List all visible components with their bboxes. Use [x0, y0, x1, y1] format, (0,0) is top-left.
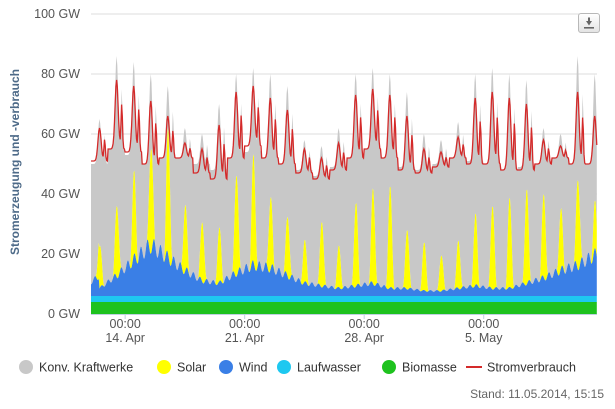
x-tick-time: 00:00 [229, 317, 260, 331]
timestamp-stand: Stand: 11.05.2014, 15:15 [470, 387, 604, 401]
download-icon [584, 17, 594, 29]
legend-item-konv-kraftwerke[interactable]: Konv. Kraftwerke [19, 360, 133, 375]
legend-item-stromverbrauch[interactable]: Stromverbrauch [466, 361, 576, 375]
legend-swatch [157, 360, 171, 374]
y-tick-label: 0 GW [48, 307, 80, 321]
legend-label: Wind [239, 361, 268, 375]
legend-item-solar[interactable]: Solar [157, 360, 206, 375]
legend-swatch [382, 360, 396, 374]
legend-item-wind[interactable]: Wind [219, 360, 268, 375]
x-tick-date: 28. Apr [344, 331, 384, 345]
legend-label: Konv. Kraftwerke [39, 361, 133, 375]
line-stromverbrauch [91, 79, 598, 181]
area-konv-kraftwerke [91, 56, 597, 292]
legend-swatch [219, 360, 233, 374]
area-wind [91, 239, 597, 296]
legend-swatch [19, 360, 33, 374]
y-tick-label: 60 GW [41, 127, 80, 141]
export-button[interactable] [578, 13, 600, 33]
area-laufwasser [91, 296, 597, 302]
x-tick-time: 00:00 [110, 317, 141, 331]
y-tick-label: 20 GW [41, 247, 80, 261]
x-tick-time: 00:00 [468, 317, 499, 331]
area-solar [91, 128, 597, 292]
area-biomasse [91, 302, 597, 314]
x-tick-time: 00:00 [349, 317, 380, 331]
plot-area [91, 56, 598, 314]
legend-label: Laufwasser [297, 361, 361, 375]
x-tick-date: 21. Apr [225, 331, 265, 345]
legend-swatch [277, 360, 291, 374]
legend-label: Stromverbrauch [487, 361, 576, 375]
legend-item-laufwasser[interactable]: Laufwasser [277, 360, 361, 375]
legend-label: Biomasse [402, 361, 457, 375]
legend-label: Solar [177, 361, 206, 375]
y-tick-label: 40 GW [41, 187, 80, 201]
y-axis-label: Stromerzeugung und -verbrauch [8, 69, 22, 255]
x-tick-date: 14. Apr [105, 331, 145, 345]
x-tick-date: 5. May [465, 331, 503, 345]
legend: Konv. Kraftwerke Solar Wind Laufwasser Bioma… [19, 360, 576, 375]
y-tick-label: 80 GW [41, 67, 80, 81]
legend-item-biomasse[interactable]: Biomasse [382, 360, 457, 375]
y-tick-label: 100 GW [34, 7, 80, 21]
